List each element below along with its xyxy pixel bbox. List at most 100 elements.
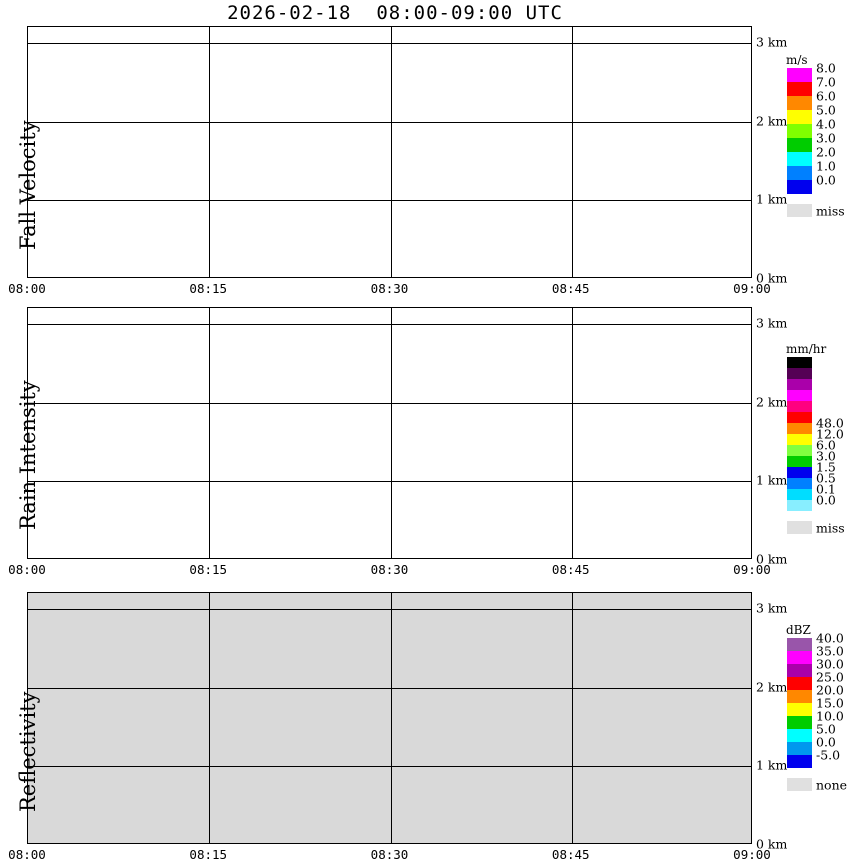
colorbar-band-rain-intensity-4 <box>787 401 812 412</box>
colorbar-tick-reflectivity-5: 15.0 <box>816 695 844 711</box>
colorbar-band-rain-intensity-7 <box>787 434 812 445</box>
colorbar-tick-rain-intensity-0: 48.0 <box>816 415 844 431</box>
colorbar-tick-fall-velocity-5: 3.0 <box>816 130 836 146</box>
colorbar-tick-rain-intensity-6: 0.1 <box>816 481 836 497</box>
colorbar-missing-swatch-fall-velocity <box>787 204 812 217</box>
xtick-panel1-0900: 09:00 <box>733 562 771 577</box>
panel-label-reflectivity: Reflectivity <box>16 691 40 812</box>
ytick-panel2-0km: 0 km <box>756 836 788 852</box>
xtick-panel1-0830: 08:30 <box>370 562 409 577</box>
xtick-panel1-0845: 08:45 <box>551 562 590 577</box>
colorbar-band-rain-intensity-13 <box>787 500 812 511</box>
colorbar-missing-swatch-rain-intensity <box>787 521 812 534</box>
ytick-panel2-1km: 1 km <box>756 757 788 773</box>
colorbar-tick-fall-velocity-6: 2.0 <box>816 144 836 160</box>
panel-rain-intensity <box>27 307 752 559</box>
colorbar-tick-fall-velocity-4: 4.0 <box>816 116 836 132</box>
colorbar-band-reflectivity-1 <box>787 651 812 664</box>
colorbar-band-rain-intensity-3 <box>787 390 812 401</box>
plot-area-reflectivity[interactable] <box>27 592 752 844</box>
colorbar-tick-fall-velocity-3: 5.0 <box>816 102 836 118</box>
ytick-panel0-0km: 0 km <box>756 270 788 286</box>
panel-reflectivity <box>27 592 752 844</box>
plot-area-fall-velocity[interactable] <box>27 26 752 278</box>
colorbar-tick-fall-velocity-7: 1.0 <box>816 158 836 174</box>
colorbar-band-fall-velocity-6 <box>787 152 812 166</box>
colorbar-tick-reflectivity-7: 5.0 <box>816 721 836 737</box>
colorbar-band-fall-velocity-0 <box>787 68 812 82</box>
xtick-panel0-0830: 08:30 <box>370 281 409 296</box>
radar-data-canvas-reflectivity <box>28 593 751 843</box>
xtick-panel2-0830: 08:30 <box>370 847 409 862</box>
colorbar-band-reflectivity-3 <box>787 677 812 690</box>
radar-data-canvas-fall-velocity <box>28 27 751 277</box>
colorbar-band-fall-velocity-3 <box>787 110 812 124</box>
colorbar-missing-swatch-reflectivity <box>787 778 812 791</box>
colorbar-tick-fall-velocity-1: 7.0 <box>816 74 836 90</box>
colorbar-tick-rain-intensity-7: 0.0 <box>816 492 836 508</box>
panel-label-rain-intensity: Rain Intensity <box>16 380 40 530</box>
colorbar-band-reflectivity-8 <box>787 742 812 755</box>
colorbar-band-rain-intensity-0 <box>787 357 812 368</box>
colorbar-band-fall-velocity-1 <box>787 82 812 96</box>
colorbar-tick-rain-intensity-5: 0.5 <box>816 470 836 486</box>
colorbar-unit-rain-intensity: mm/hr <box>786 342 827 356</box>
xtick-panel0-0815: 08:15 <box>189 281 228 296</box>
colorbar-tick-reflectivity-0: 40.0 <box>816 630 844 646</box>
colorbar-band-reflectivity-2 <box>787 664 812 677</box>
colorbar-tick-rain-intensity-4: 1.5 <box>816 459 836 475</box>
colorbar-band-rain-intensity-6 <box>787 423 812 434</box>
colorbar-band-rain-intensity-11 <box>787 478 812 489</box>
radar-data-canvas-rain-intensity <box>28 308 751 558</box>
plot-area-rain-intensity[interactable] <box>27 307 752 559</box>
colorbar-tick-fall-velocity-8: 0.0 <box>816 172 836 188</box>
xtick-panel0-0800: 08:00 <box>8 281 46 296</box>
page-title: 2026-02-18 08:00-09:00 UTC <box>227 2 563 24</box>
ytick-panel2-3km: 3 km <box>756 600 788 616</box>
colorbar-tick-reflectivity-1: 35.0 <box>816 643 844 659</box>
colorbar-reflectivity <box>787 638 812 768</box>
xtick-panel1-0800: 08:00 <box>8 562 46 577</box>
colorbar-band-rain-intensity-10 <box>787 467 812 478</box>
xtick-panel2-0845: 08:45 <box>551 847 590 862</box>
colorbar-band-fall-velocity-8 <box>787 180 812 194</box>
panel-label-fall-velocity: Fall Velocity <box>16 120 40 250</box>
xtick-panel0-0845: 08:45 <box>551 281 590 296</box>
colorbar-unit-fall-velocity: m/s <box>786 53 808 67</box>
ytick-panel1-2km: 2 km <box>756 394 788 409</box>
ytick-panel0-1km: 1 km <box>756 191 788 207</box>
colorbar-band-fall-velocity-2 <box>787 96 812 110</box>
colorbar-missing-label-reflectivity: none <box>816 777 848 793</box>
colorbar-tick-rain-intensity-2: 6.0 <box>816 437 836 453</box>
colorbar-band-rain-intensity-1 <box>787 368 812 379</box>
colorbar-band-rain-intensity-8 <box>787 445 812 456</box>
ytick-panel2-2km: 2 km <box>756 679 788 694</box>
xtick-panel1-0815: 08:15 <box>189 562 228 577</box>
colorbar-missing-label-fall-velocity: miss <box>816 203 845 219</box>
ytick-panel1-1km: 1 km <box>756 472 788 488</box>
colorbar-tick-fall-velocity-2: 6.0 <box>816 88 836 104</box>
colorbar-band-reflectivity-7 <box>787 729 812 742</box>
colorbar-tick-fall-velocity-0: 8.0 <box>816 60 836 76</box>
xtick-panel2-0815: 08:15 <box>189 847 228 862</box>
panel-fall-velocity <box>27 26 752 278</box>
ytick-panel1-3km: 3 km <box>756 315 788 331</box>
ytick-panel0-2km: 2 km <box>756 113 788 128</box>
colorbar-band-fall-velocity-4 <box>787 124 812 138</box>
colorbar-tick-rain-intensity-3: 3.0 <box>816 448 836 464</box>
colorbar-band-fall-velocity-7 <box>787 166 812 180</box>
colorbar-band-reflectivity-6 <box>787 716 812 729</box>
colorbar-band-rain-intensity-9 <box>787 456 812 467</box>
colorbar-band-rain-intensity-12 <box>787 489 812 500</box>
colorbar-tick-reflectivity-4: 20.0 <box>816 682 844 698</box>
colorbar-unit-reflectivity: dBZ <box>786 623 811 637</box>
colorbar-rain-intensity <box>787 357 812 511</box>
ytick-panel0-3km: 3 km <box>756 34 788 50</box>
ytick-panel1-0km: 0 km <box>756 551 788 567</box>
colorbar-fall-velocity <box>787 68 812 194</box>
colorbar-band-reflectivity-9 <box>787 755 812 768</box>
xtick-panel2-0900: 09:00 <box>733 847 771 862</box>
xtick-panel0-0900: 09:00 <box>733 281 771 296</box>
colorbar-band-rain-intensity-2 <box>787 379 812 390</box>
